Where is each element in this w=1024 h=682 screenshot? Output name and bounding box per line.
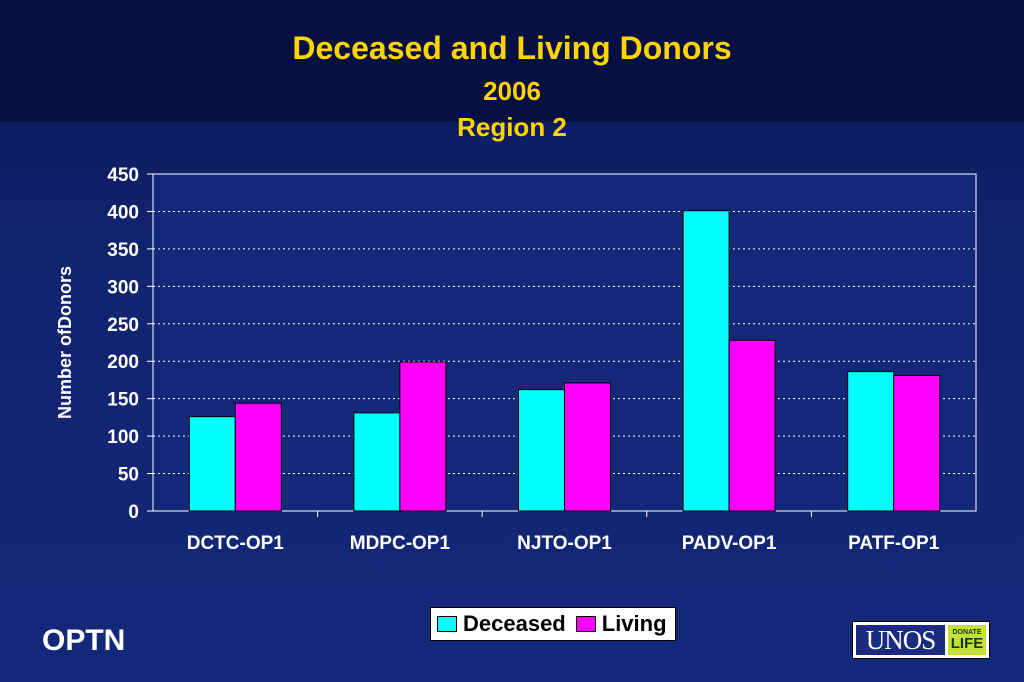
- bar-living-padv-op1: [728, 339, 776, 512]
- bar-deceased-dctc-op1: [188, 416, 236, 512]
- legend-label-living: Living: [601, 611, 667, 636]
- y-tick-label-300: 300: [107, 277, 139, 298]
- y-tick-label-250: 250: [107, 315, 139, 336]
- bar-deceased-padv-op1: [682, 210, 730, 512]
- legend-label-deceased: Deceased: [463, 611, 566, 636]
- y-tick-label-450: 450: [107, 165, 139, 186]
- bar-living-dctc-op1: [234, 402, 282, 512]
- x-tick-label-mdpc-op1: MDPC-OP1: [350, 533, 451, 554]
- bar-living-njto-op1: [564, 382, 611, 512]
- legend-swatch-living: [575, 616, 596, 632]
- legend-item-deceased: Deceased: [437, 611, 566, 637]
- y-axis-label: Number ofDonors: [55, 266, 75, 419]
- x-tick-label-dctc-op1: DCTC-OP1: [187, 533, 285, 554]
- y-tick-label-400: 400: [107, 202, 139, 223]
- x-tick-label-patf-op1: PATF-OP1: [848, 533, 940, 554]
- chart-subtitle-year: 2006: [483, 76, 541, 106]
- y-tick-label-350: 350: [107, 240, 139, 261]
- legend: Deceased Living: [430, 607, 676, 641]
- title-band: [0, 0, 1024, 122]
- y-tick-label-50: 50: [118, 465, 139, 486]
- legend-item-living: Living: [575, 611, 667, 637]
- y-tick-label-100: 100: [107, 427, 139, 448]
- bar-deceased-mdpc-op1: [353, 412, 401, 512]
- unos-logo-text: UNOS: [856, 625, 945, 655]
- x-tick-label-padv-op1: PADV-OP1: [682, 533, 777, 554]
- badge-line1: DONATE: [952, 629, 982, 636]
- chart-title: Deceased and Living Donors: [292, 30, 732, 66]
- bar-deceased-njto-op1: [518, 389, 565, 512]
- unos-logo: UNOS DONATE LIFE: [852, 621, 990, 659]
- bar-living-mdpc-op1: [399, 361, 447, 512]
- donate-life-badge: DONATE LIFE: [948, 625, 986, 655]
- y-tick-label-150: 150: [107, 390, 139, 411]
- y-tick-label-200: 200: [107, 352, 139, 373]
- y-tick-label-0: 0: [128, 502, 139, 523]
- optn-logo-text: OPTN: [42, 624, 126, 657]
- chart-subtitle-region: Region 2: [457, 112, 567, 142]
- bar-deceased-patf-op1: [847, 371, 895, 512]
- bar-living-patf-op1: [893, 374, 941, 512]
- legend-swatch-deceased: [437, 616, 457, 632]
- badge-line2: LIFE: [950, 635, 984, 652]
- x-tick-label-njto-op1: NJTO-OP1: [517, 533, 612, 554]
